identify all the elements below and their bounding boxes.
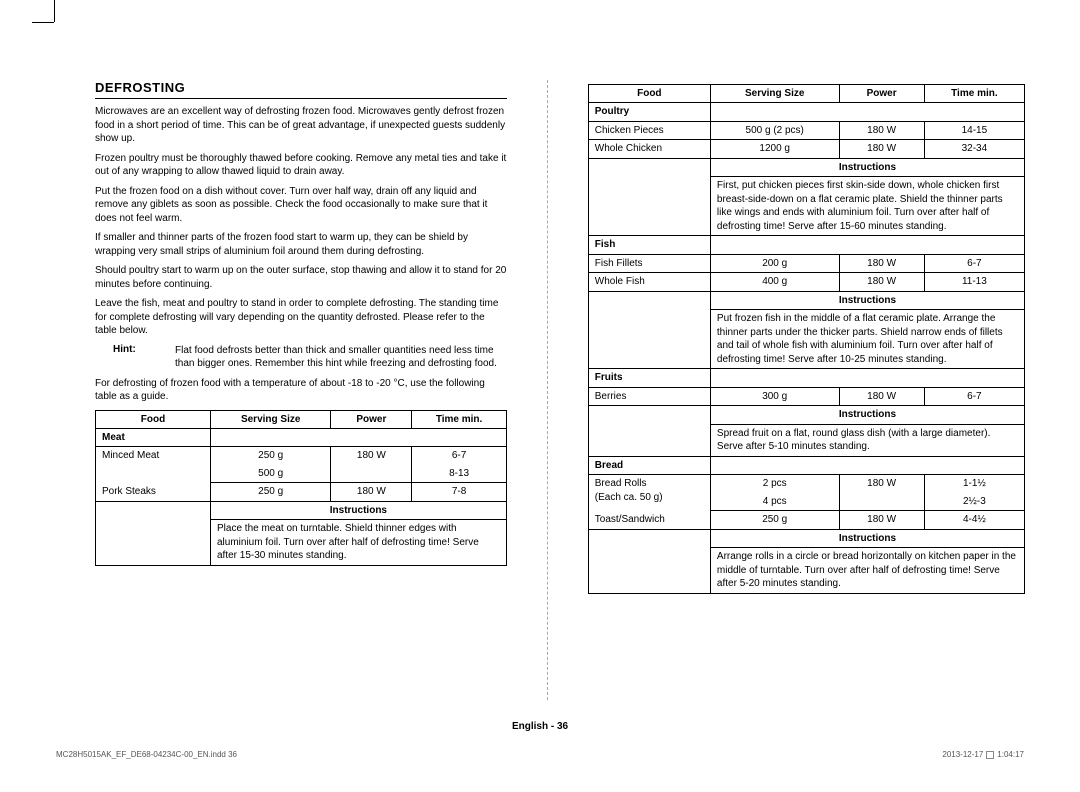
- time-cell: 8-13: [412, 465, 506, 483]
- time-cell: 6-7: [924, 387, 1024, 406]
- table-header: Serving Size: [211, 410, 331, 428]
- instructions-label: Instructions: [711, 292, 1024, 311]
- instructions-label: Instructions: [211, 502, 506, 521]
- power-cell: 180 W: [839, 121, 924, 140]
- section-heading: DEFROSTING: [95, 80, 507, 99]
- power-cell: 180 W: [839, 387, 924, 406]
- size-cell: 250 g: [211, 447, 331, 465]
- instructions-label: Instructions: [711, 530, 1024, 549]
- table-header: Serving Size: [710, 85, 839, 103]
- clock-icon: [986, 751, 994, 759]
- instructions-label: Instructions: [711, 406, 1024, 425]
- food-cell: Berries: [588, 387, 710, 406]
- size-cell: 300 g: [710, 387, 839, 406]
- instructions-text: Put frozen fish in the middle of a flat …: [711, 310, 1024, 368]
- page-footer-right: 2013-12-171:04:17: [942, 750, 1024, 759]
- column-divider: [547, 80, 548, 700]
- size-cell: 250 g: [211, 483, 331, 502]
- hint-label: Hint:: [95, 344, 175, 371]
- table-header: Power: [331, 410, 412, 428]
- time-cell: 32-34: [924, 140, 1024, 159]
- size-cell: 2 pcs: [710, 475, 839, 493]
- table-header: Food: [96, 410, 211, 428]
- food-cell: Toast/Sandwich: [588, 511, 710, 530]
- instructions-text: Arrange rolls in a circle or bread horiz…: [711, 548, 1024, 593]
- time-cell: 7-8: [412, 483, 506, 502]
- intro-paragraph: Put the frozen food on a dish without co…: [95, 185, 507, 226]
- food-cell: Whole Chicken: [588, 140, 710, 159]
- intro-paragraphs: Microwaves are an excellent way of defro…: [95, 105, 507, 338]
- power-cell: [331, 465, 412, 483]
- defrost-table-left: FoodServing SizePowerTime min. MeatMinced…: [95, 410, 507, 566]
- time-cell: 2½-3: [924, 493, 1024, 511]
- instructions-text: First, put chicken pieces first skin-sid…: [711, 177, 1024, 235]
- table-lead-in: For defrosting of frozen food with a tem…: [95, 377, 507, 404]
- defrost-table-right: FoodServing SizePowerTime min. PoultryChi…: [588, 84, 1025, 594]
- page-footer-left: MC28H5015AK_EF_DE68-04234C-00_EN.indd 36: [56, 750, 237, 759]
- category-cell: Bread: [588, 456, 710, 475]
- table-header: Food: [588, 85, 710, 103]
- intro-paragraph: Microwaves are an excellent way of defro…: [95, 105, 507, 146]
- category-cell: Poultry: [588, 103, 710, 122]
- time-cell: 11-13: [924, 273, 1024, 292]
- category-cell: Fruits: [588, 369, 710, 388]
- size-cell: 500 g: [211, 465, 331, 483]
- hint-text: Flat food defrosts better than thick and…: [175, 344, 507, 371]
- category-cell: Fish: [588, 236, 710, 255]
- time-cell: 14-15: [924, 121, 1024, 140]
- category-cell: Meat: [96, 428, 211, 447]
- time-cell: 6-7: [412, 447, 506, 465]
- food-cell: Fish Fillets: [588, 254, 710, 273]
- page-footer-center: English - 36: [0, 721, 1080, 732]
- size-cell: 250 g: [710, 511, 839, 530]
- intro-paragraph: Frozen poultry must be thoroughly thawed…: [95, 152, 507, 179]
- intro-paragraph: Should poultry start to warm up on the o…: [95, 264, 507, 291]
- power-cell: 180 W: [839, 475, 924, 493]
- power-cell: [839, 493, 924, 511]
- table-header: Power: [839, 85, 924, 103]
- instructions-label: Instructions: [711, 159, 1024, 178]
- power-cell: 180 W: [839, 273, 924, 292]
- intro-paragraph: Leave the fish, meat and poultry to stan…: [95, 297, 507, 338]
- time-cell: 4-4½: [924, 511, 1024, 530]
- table-header: Time min.: [924, 85, 1024, 103]
- instructions-text: Spread fruit on a flat, round glass dish…: [711, 425, 1024, 456]
- size-cell: 400 g: [710, 273, 839, 292]
- size-cell: 500 g (2 pcs): [710, 121, 839, 140]
- table-header: Time min.: [412, 410, 506, 428]
- food-cell: Pork Steaks: [96, 483, 211, 502]
- power-cell: 180 W: [331, 483, 412, 502]
- power-cell: 180 W: [839, 140, 924, 159]
- instructions-text: Place the meat on turntable. Shield thin…: [211, 520, 506, 565]
- size-cell: 4 pcs: [710, 493, 839, 511]
- power-cell: 180 W: [839, 254, 924, 273]
- food-cell: Minced Meat: [96, 447, 211, 483]
- power-cell: 180 W: [331, 447, 412, 465]
- size-cell: 200 g: [710, 254, 839, 273]
- food-cell: Whole Fish: [588, 273, 710, 292]
- power-cell: 180 W: [839, 511, 924, 530]
- intro-paragraph: If smaller and thinner parts of the froz…: [95, 231, 507, 258]
- size-cell: 1200 g: [710, 140, 839, 159]
- time-cell: 6-7: [924, 254, 1024, 273]
- food-cell: Chicken Pieces: [588, 121, 710, 140]
- food-cell: Bread Rolls(Each ca. 50 g): [588, 475, 710, 511]
- time-cell: 1-1½: [924, 475, 1024, 493]
